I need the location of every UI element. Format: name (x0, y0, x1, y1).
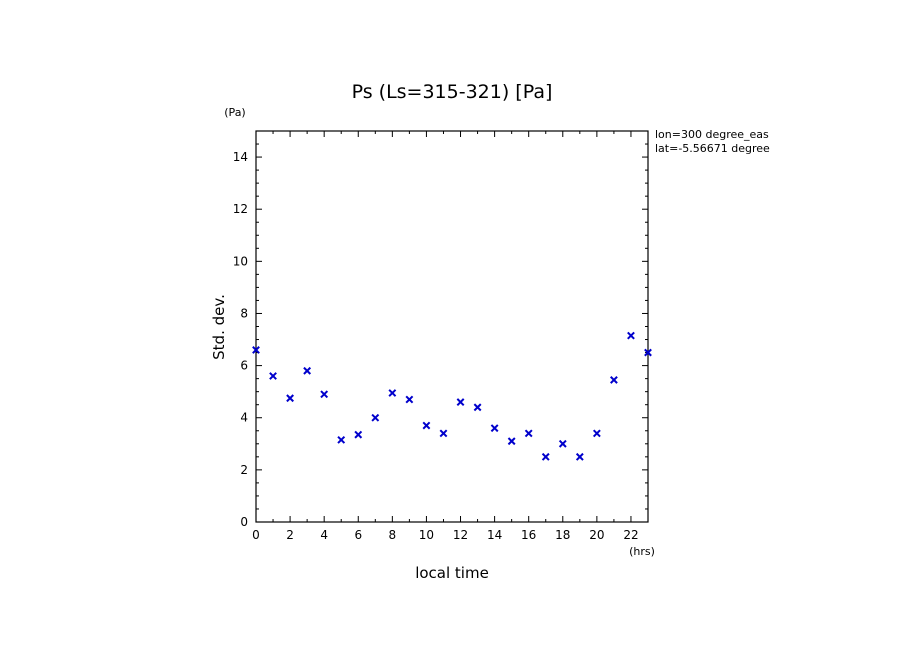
data-point (337, 435, 346, 444)
y-tick-label: 14 (233, 150, 248, 164)
y-tick-label: 6 (240, 359, 248, 373)
data-point (456, 398, 465, 407)
data-point (371, 413, 380, 422)
data-point (388, 389, 397, 397)
data-point (252, 346, 260, 354)
x-tick-label: 2 (286, 528, 294, 542)
data-point (473, 403, 482, 412)
data-point (269, 372, 277, 380)
chart-title: Ps (Ls=315-321) [Pa] (352, 81, 553, 103)
y-tick-label: 12 (233, 202, 248, 216)
y-tick-label: 0 (240, 515, 248, 529)
annotation-lon: lon=300 degree_eas (655, 128, 769, 141)
data-point (541, 452, 550, 461)
data-point (439, 429, 448, 438)
x-tick-label: 20 (589, 528, 604, 542)
x-tick-label: 18 (555, 528, 570, 542)
x-tick-label: 8 (389, 528, 397, 542)
data-point (422, 421, 431, 430)
data-point (507, 437, 516, 446)
x-tick-label: 14 (487, 528, 502, 542)
data-point (627, 331, 635, 340)
x-axis-label: local time (415, 564, 489, 582)
data-point (575, 452, 584, 461)
y-unit-label: (Pa) (224, 106, 245, 119)
plot-frame (255, 130, 649, 523)
data-point (592, 429, 601, 438)
data-point (524, 429, 533, 438)
data-point (644, 348, 652, 357)
data-point (610, 376, 618, 384)
y-axis-label: Std. dev. (210, 294, 228, 360)
data-point (320, 390, 329, 399)
data-point (490, 424, 499, 433)
x-tick-label: 12 (453, 528, 468, 542)
y-tick-label: 10 (233, 254, 248, 268)
y-tick-label: 8 (240, 306, 248, 320)
data-points (252, 331, 652, 461)
x-unit-label: (hrs) (629, 545, 655, 558)
x-tick-label: 0 (252, 528, 260, 542)
x-axis-ticks: 0 2 4 6 8 10 12 14 16 18 20 22 (252, 131, 649, 542)
annotation-lat: lat=-5.56671 degree (655, 142, 770, 155)
data-point (354, 430, 363, 439)
x-tick-label: 6 (354, 528, 362, 542)
data-point (303, 366, 312, 375)
y-axis-ticks: 0 2 4 6 8 10 12 14 (233, 130, 648, 529)
x-tick-label: 4 (320, 528, 328, 542)
x-tick-label: 10 (419, 528, 434, 542)
y-tick-label: 2 (240, 463, 248, 477)
data-point (558, 439, 567, 448)
x-tick-label: 22 (623, 528, 638, 542)
data-point (405, 395, 414, 404)
y-tick-label: 4 (240, 411, 248, 425)
data-point (286, 394, 294, 403)
x-tick-label: 16 (521, 528, 536, 542)
